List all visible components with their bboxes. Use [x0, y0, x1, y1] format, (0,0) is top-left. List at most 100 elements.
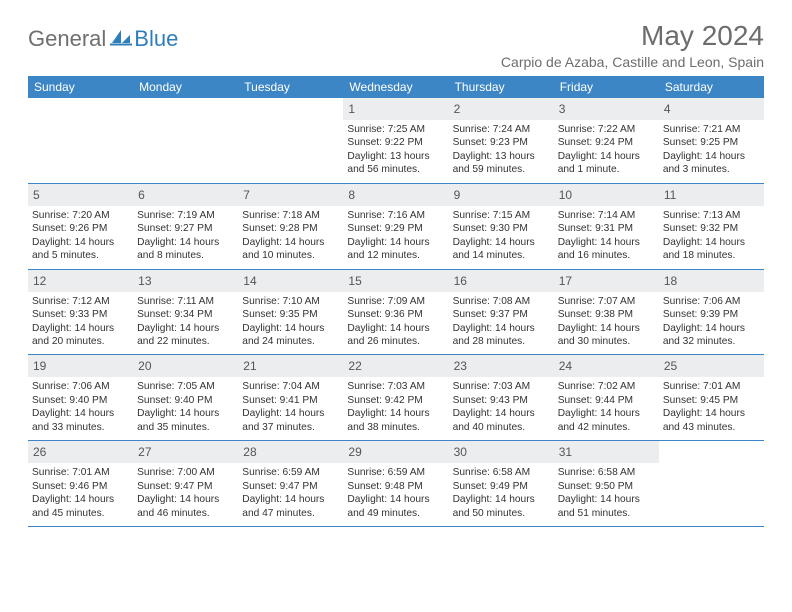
day-number: 9 — [454, 188, 461, 202]
day-number-bar: 20 — [133, 355, 238, 377]
day-number-bar-empty — [659, 441, 764, 445]
day-details: Sunrise: 7:22 AMSunset: 9:24 PMDaylight:… — [558, 123, 655, 177]
day-cell: 19Sunrise: 7:06 AMSunset: 9:40 PMDayligh… — [28, 355, 133, 440]
day-cell: 3 Sunrise: 7:22 AMSunset: 9:24 PMDaylight… — [554, 98, 659, 183]
day-number-bar: 11 — [659, 184, 764, 206]
day-cell: 16 Sunrise: 7:08 AMSunset: 9:37 PMDayligh… — [449, 270, 554, 355]
day-cell: 30 Sunrise: 6:58 AMSunset: 9:49 PMDayligh… — [449, 441, 554, 526]
day-number: 27 — [138, 445, 151, 459]
day-details: Sunrise: 7:24 AMSunset: 9:23 PMDaylight:… — [453, 123, 550, 177]
day-number-bar: 31 — [554, 441, 659, 463]
day-cell: 29 Sunrise: 6:59 AMSunset: 9:48 PMDayligh… — [343, 441, 448, 526]
day-cell: 14Sunrise: 7:10 AMSunset: 9:35 PMDayligh… — [238, 270, 343, 355]
day-number-bar: 10 — [554, 184, 659, 206]
day-cell: 2 Sunrise: 7:24 AMSunset: 9:23 PMDaylight… — [449, 98, 554, 183]
day-cell: 25 Sunrise: 7:01 AMSunset: 9:45 PMDayligh… — [659, 355, 764, 440]
day-number-bar: 19 — [28, 355, 133, 377]
day-number-bar-empty — [238, 98, 343, 102]
day-number-bar: 12 — [28, 270, 133, 292]
day-number-bar: 22 — [343, 355, 448, 377]
day-cell: 20Sunrise: 7:05 AMSunset: 9:40 PMDayligh… — [133, 355, 238, 440]
day-number: 8 — [348, 188, 355, 202]
day-cell: 17 Sunrise: 7:07 AMSunset: 9:38 PMDayligh… — [554, 270, 659, 355]
day-number-bar-empty — [133, 98, 238, 102]
day-number-bar: 3 — [554, 98, 659, 120]
week-row: 12 Sunrise: 7:12 AMSunset: 9:33 PMDayligh… — [28, 270, 764, 356]
day-number: 2 — [454, 102, 461, 116]
day-number: 22 — [348, 359, 361, 373]
day-cell: 12 Sunrise: 7:12 AMSunset: 9:33 PMDayligh… — [28, 270, 133, 355]
day-details: Sunrise: 6:58 AMSunset: 9:49 PMDaylight:… — [453, 466, 550, 520]
day-number: 19 — [33, 359, 46, 373]
day-cell: 5Sunrise: 7:20 AMSunset: 9:26 PMDaylight… — [28, 184, 133, 269]
day-number: 1 — [348, 102, 355, 116]
page-header: General Blue May 2024 Carpio de Azaba, C… — [28, 20, 764, 70]
day-cell: 4Sunrise: 7:21 AMSunset: 9:25 PMDaylight… — [659, 98, 764, 183]
day-number-bar: 13 — [133, 270, 238, 292]
title-block: May 2024 Carpio de Azaba, Castille and L… — [501, 20, 764, 70]
day-cell: 22Sunrise: 7:03 AMSunset: 9:42 PMDayligh… — [343, 355, 448, 440]
day-number: 24 — [559, 359, 572, 373]
day-cell — [238, 98, 343, 183]
dow-cell: Sunday — [28, 76, 133, 98]
day-number-bar: 27 — [133, 441, 238, 463]
day-cell — [28, 98, 133, 183]
day-details: Sunrise: 7:03 AMSunset: 9:43 PMDaylight:… — [453, 380, 550, 434]
day-details: Sunrise: 7:13 AMSunset: 9:32 PMDaylight:… — [663, 209, 760, 263]
calendar-grid: SundayMondayTuesdayWednesdayThursdayFrid… — [28, 76, 764, 527]
week-row: 19Sunrise: 7:06 AMSunset: 9:40 PMDayligh… — [28, 355, 764, 441]
day-number-bar: 29 — [343, 441, 448, 463]
week-row: 1 Sunrise: 7:25 AMSunset: 9:22 PMDaylight… — [28, 98, 764, 184]
day-cell: 10Sunrise: 7:14 AMSunset: 9:31 PMDayligh… — [554, 184, 659, 269]
day-number: 16 — [454, 274, 467, 288]
logo: General Blue — [28, 26, 178, 52]
day-details: Sunrise: 7:07 AMSunset: 9:38 PMDaylight:… — [558, 295, 655, 349]
logo-sail-icon — [110, 28, 132, 51]
day-cell: 28Sunrise: 6:59 AMSunset: 9:47 PMDayligh… — [238, 441, 343, 526]
day-cell — [133, 98, 238, 183]
day-number-bar: 4 — [659, 98, 764, 120]
day-number: 26 — [33, 445, 46, 459]
day-number-bar: 17 — [554, 270, 659, 292]
day-number: 5 — [33, 188, 40, 202]
day-number: 11 — [664, 188, 676, 202]
day-number-bar: 18 — [659, 270, 764, 292]
day-number-bar: 24 — [554, 355, 659, 377]
day-details: Sunrise: 7:08 AMSunset: 9:37 PMDaylight:… — [453, 295, 550, 349]
day-details: Sunrise: 7:09 AMSunset: 9:36 PMDaylight:… — [347, 295, 444, 349]
day-number-bar: 25 — [659, 355, 764, 377]
day-number-bar: 2 — [449, 98, 554, 120]
day-number-bar-empty — [28, 98, 133, 102]
day-number: 29 — [348, 445, 361, 459]
day-details: Sunrise: 7:06 AMSunset: 9:39 PMDaylight:… — [663, 295, 760, 349]
dow-cell: Thursday — [449, 76, 554, 98]
day-number-bar: 16 — [449, 270, 554, 292]
day-details: Sunrise: 7:01 AMSunset: 9:45 PMDaylight:… — [663, 380, 760, 434]
day-details: Sunrise: 7:02 AMSunset: 9:44 PMDaylight:… — [558, 380, 655, 434]
day-number: 13 — [138, 274, 151, 288]
dow-cell: Tuesday — [238, 76, 343, 98]
day-of-week-header: SundayMondayTuesdayWednesdayThursdayFrid… — [28, 76, 764, 98]
day-details: Sunrise: 7:15 AMSunset: 9:30 PMDaylight:… — [453, 209, 550, 263]
day-details: Sunrise: 7:19 AMSunset: 9:27 PMDaylight:… — [137, 209, 234, 263]
day-number: 30 — [454, 445, 467, 459]
day-details: Sunrise: 6:59 AMSunset: 9:48 PMDaylight:… — [347, 466, 444, 520]
week-row: 5Sunrise: 7:20 AMSunset: 9:26 PMDaylight… — [28, 184, 764, 270]
day-cell: 21Sunrise: 7:04 AMSunset: 9:41 PMDayligh… — [238, 355, 343, 440]
day-details: Sunrise: 7:25 AMSunset: 9:22 PMDaylight:… — [347, 123, 444, 177]
dow-cell: Friday — [554, 76, 659, 98]
day-cell: 7Sunrise: 7:18 AMSunset: 9:28 PMDaylight… — [238, 184, 343, 269]
day-cell: 26Sunrise: 7:01 AMSunset: 9:46 PMDayligh… — [28, 441, 133, 526]
day-number: 12 — [33, 274, 46, 288]
day-cell: 27 Sunrise: 7:00 AMSunset: 9:47 PMDayligh… — [133, 441, 238, 526]
day-cell: 24 Sunrise: 7:02 AMSunset: 9:44 PMDayligh… — [554, 355, 659, 440]
day-number: 15 — [348, 274, 361, 288]
day-details: Sunrise: 7:12 AMSunset: 9:33 PMDaylight:… — [32, 295, 129, 349]
day-cell: 13Sunrise: 7:11 AMSunset: 9:34 PMDayligh… — [133, 270, 238, 355]
day-details: Sunrise: 7:00 AMSunset: 9:47 PMDaylight:… — [137, 466, 234, 520]
logo-text-general: General — [28, 26, 106, 52]
day-cell: 11 Sunrise: 7:13 AMSunset: 9:32 PMDayligh… — [659, 184, 764, 269]
day-number: 6 — [138, 188, 145, 202]
day-cell: 6 Sunrise: 7:19 AMSunset: 9:27 PMDaylight… — [133, 184, 238, 269]
day-number: 28 — [243, 445, 256, 459]
